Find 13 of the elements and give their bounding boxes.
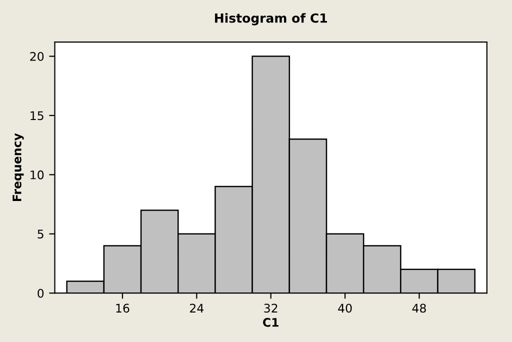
y-tick-label: 10	[30, 170, 44, 180]
y-axis-title: Frequency	[12, 133, 24, 202]
y-tick-label: 0	[38, 288, 44, 298]
x-axis-title: C1	[262, 318, 278, 327]
x-tick-label: 48	[412, 304, 426, 313]
chart-title: Histogram of C1	[215, 13, 327, 26]
y-tick-label: 20	[30, 52, 44, 61]
y-tick-label: 5	[38, 230, 44, 239]
x-tick-label: 32	[264, 304, 278, 313]
y-tick-label: 15	[30, 111, 44, 120]
x-tick-label: 24	[190, 304, 204, 312]
x-tick-label: 40	[338, 304, 352, 313]
x-tick-label: 16	[116, 304, 130, 313]
